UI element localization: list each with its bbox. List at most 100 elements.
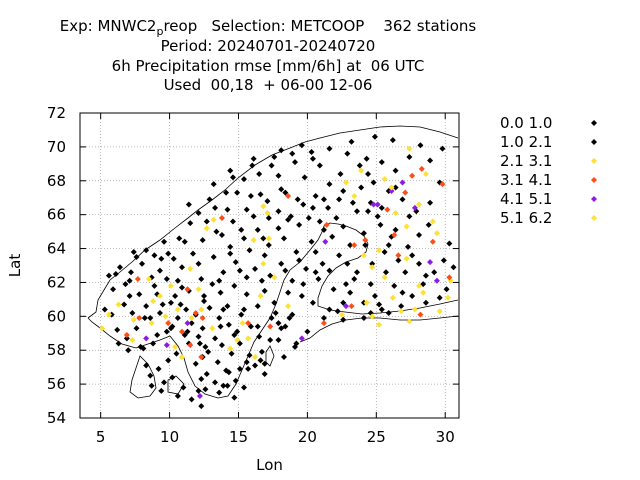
legend-label: 4.1 5.1 <box>500 190 552 208</box>
station-point <box>278 186 285 193</box>
station-point <box>320 315 327 322</box>
station-point <box>114 326 121 333</box>
station-point <box>238 311 245 318</box>
station-point <box>216 315 223 322</box>
station-point <box>143 247 150 254</box>
legend-marker <box>591 215 597 221</box>
station-point <box>250 237 257 244</box>
station-point <box>433 230 440 237</box>
station-point <box>143 335 150 342</box>
station-point <box>287 213 294 220</box>
station-point <box>247 323 254 330</box>
station-point <box>301 174 308 181</box>
station-point <box>362 242 369 249</box>
station-point <box>165 320 172 327</box>
y-tick-label: 68 <box>47 172 66 190</box>
station-point <box>116 264 123 271</box>
station-point <box>422 171 429 177</box>
station-point <box>427 259 434 266</box>
station-point <box>156 309 163 316</box>
series-2 <box>105 147 443 410</box>
station-point <box>212 204 219 211</box>
station-point <box>320 320 327 327</box>
station-point <box>256 171 263 177</box>
station-point <box>293 248 300 255</box>
station-point <box>275 320 282 327</box>
station-point <box>125 347 132 354</box>
station-point <box>336 196 343 203</box>
station-point <box>210 216 217 223</box>
station-point <box>330 286 337 293</box>
coastline-zealand <box>167 375 185 395</box>
station-point <box>150 298 157 305</box>
station-point <box>247 193 254 200</box>
station-point <box>115 301 122 308</box>
station-point <box>133 325 140 332</box>
station-point <box>110 286 117 293</box>
station-point <box>416 201 423 208</box>
station-point <box>340 299 347 306</box>
station-point <box>134 276 141 283</box>
coastline-gulf-of-bothnia <box>299 222 459 315</box>
coastline-south-sweden <box>169 261 301 399</box>
station-point <box>267 323 274 330</box>
station-point <box>172 343 179 350</box>
station-point <box>377 221 384 228</box>
station-point <box>374 201 381 208</box>
station-point <box>231 282 238 289</box>
station-point <box>147 372 154 379</box>
station-point <box>391 282 398 289</box>
station-point <box>115 340 122 347</box>
station-point <box>351 242 358 249</box>
station-point <box>170 255 177 262</box>
station-point <box>378 204 385 211</box>
station-point <box>212 335 219 342</box>
station-point <box>130 316 137 323</box>
station-point <box>121 301 128 308</box>
station-point <box>406 318 413 325</box>
station-point <box>444 294 451 301</box>
station-point <box>319 260 326 267</box>
legend-marker <box>591 177 597 183</box>
station-point <box>282 323 289 330</box>
station-point <box>139 260 146 267</box>
y-tick-label: 58 <box>47 341 66 359</box>
station-point <box>181 331 188 338</box>
station-point <box>337 171 344 177</box>
station-point <box>218 232 225 238</box>
station-point <box>184 328 191 335</box>
station-point <box>252 354 259 360</box>
station-point <box>174 392 181 399</box>
station-point <box>234 328 241 335</box>
station-point <box>418 165 425 172</box>
station-point <box>280 235 287 242</box>
station-point <box>232 377 239 384</box>
station-point <box>245 320 252 327</box>
station-point <box>127 269 134 276</box>
station-point <box>231 394 238 401</box>
station-point <box>227 243 234 250</box>
station-point <box>227 250 234 257</box>
station-point <box>329 233 336 240</box>
station-point <box>265 242 272 249</box>
station-point <box>342 179 349 186</box>
station-point <box>389 137 396 144</box>
station-point <box>201 298 208 305</box>
station-point <box>275 337 282 344</box>
station-point <box>409 172 416 179</box>
station-point <box>309 299 316 306</box>
station-point <box>416 282 423 289</box>
station-point <box>316 218 323 225</box>
station-point <box>425 221 432 228</box>
station-point <box>369 260 376 267</box>
station-point <box>174 315 181 322</box>
station-point <box>238 226 245 233</box>
station-point <box>282 189 289 196</box>
station-point <box>275 225 282 232</box>
station-point <box>427 199 434 206</box>
station-point <box>416 232 423 238</box>
x-tick-label: 10 <box>160 428 179 446</box>
station-point <box>136 291 143 298</box>
series-1 <box>101 133 457 403</box>
station-point <box>236 365 243 372</box>
